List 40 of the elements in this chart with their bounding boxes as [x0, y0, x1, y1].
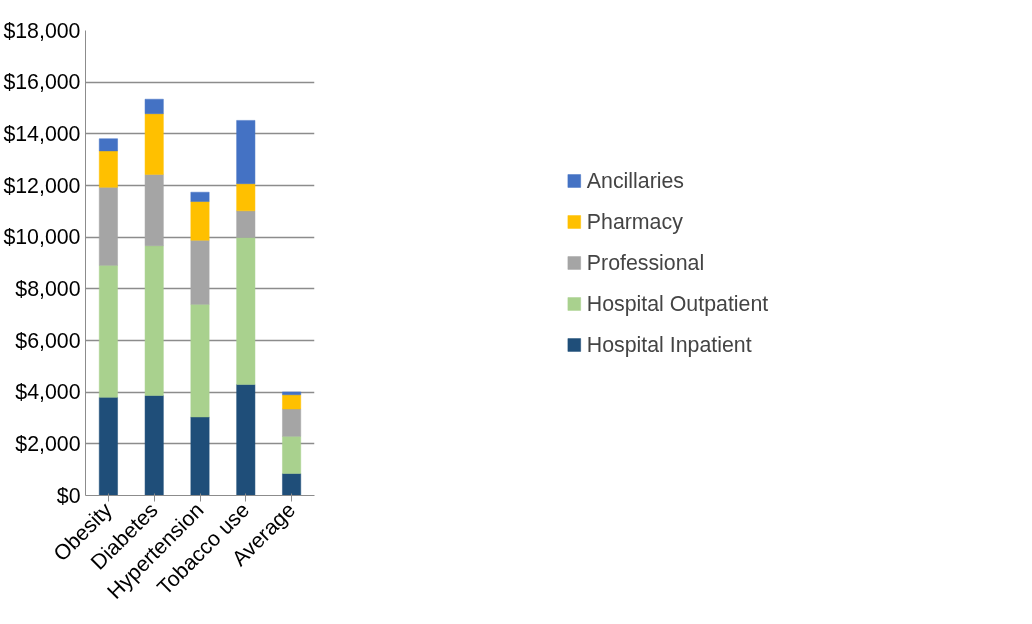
bar — [236, 210, 256, 238]
legend-label: Hospital Inpatient — [586, 332, 752, 357]
bar — [190, 416, 210, 496]
y-tick-label: $18,000 — [3, 18, 81, 43]
bar — [282, 473, 302, 496]
bar — [190, 240, 210, 305]
y-tick-label: $10,000 — [3, 225, 81, 250]
bar — [190, 201, 210, 241]
bar — [144, 98, 164, 114]
bar — [144, 245, 164, 396]
y-tick-label: $4,000 — [15, 380, 81, 405]
bar — [98, 150, 118, 188]
bar — [236, 183, 256, 212]
bar — [236, 120, 256, 184]
bar — [190, 304, 210, 418]
bar — [98, 265, 118, 398]
bar — [236, 384, 256, 496]
bar — [144, 113, 164, 175]
y-tick-label: $16,000 — [3, 70, 81, 95]
bar — [282, 391, 302, 395]
y-tick-label: $2,000 — [15, 431, 81, 456]
y-tick-label: $12,000 — [3, 173, 81, 198]
bar — [144, 395, 164, 496]
bar — [282, 436, 302, 474]
bar — [144, 174, 164, 246]
bar — [98, 397, 118, 496]
y-tick-label: $0 — [56, 483, 81, 508]
y-tick-label: $6,000 — [15, 328, 81, 353]
legend-label: Ancillaries — [586, 168, 684, 193]
bar — [98, 138, 118, 152]
bar — [190, 191, 210, 202]
bar — [236, 237, 256, 385]
bar — [282, 394, 302, 410]
legend-label: Hospital Outpatient — [586, 291, 769, 316]
legend-label: Professional — [586, 250, 705, 275]
bar — [282, 408, 302, 437]
bar — [98, 187, 118, 266]
legend-label: Pharmacy — [586, 209, 683, 234]
y-tick-label: $14,000 — [3, 121, 81, 146]
y-tick-label: $8,000 — [15, 276, 81, 301]
